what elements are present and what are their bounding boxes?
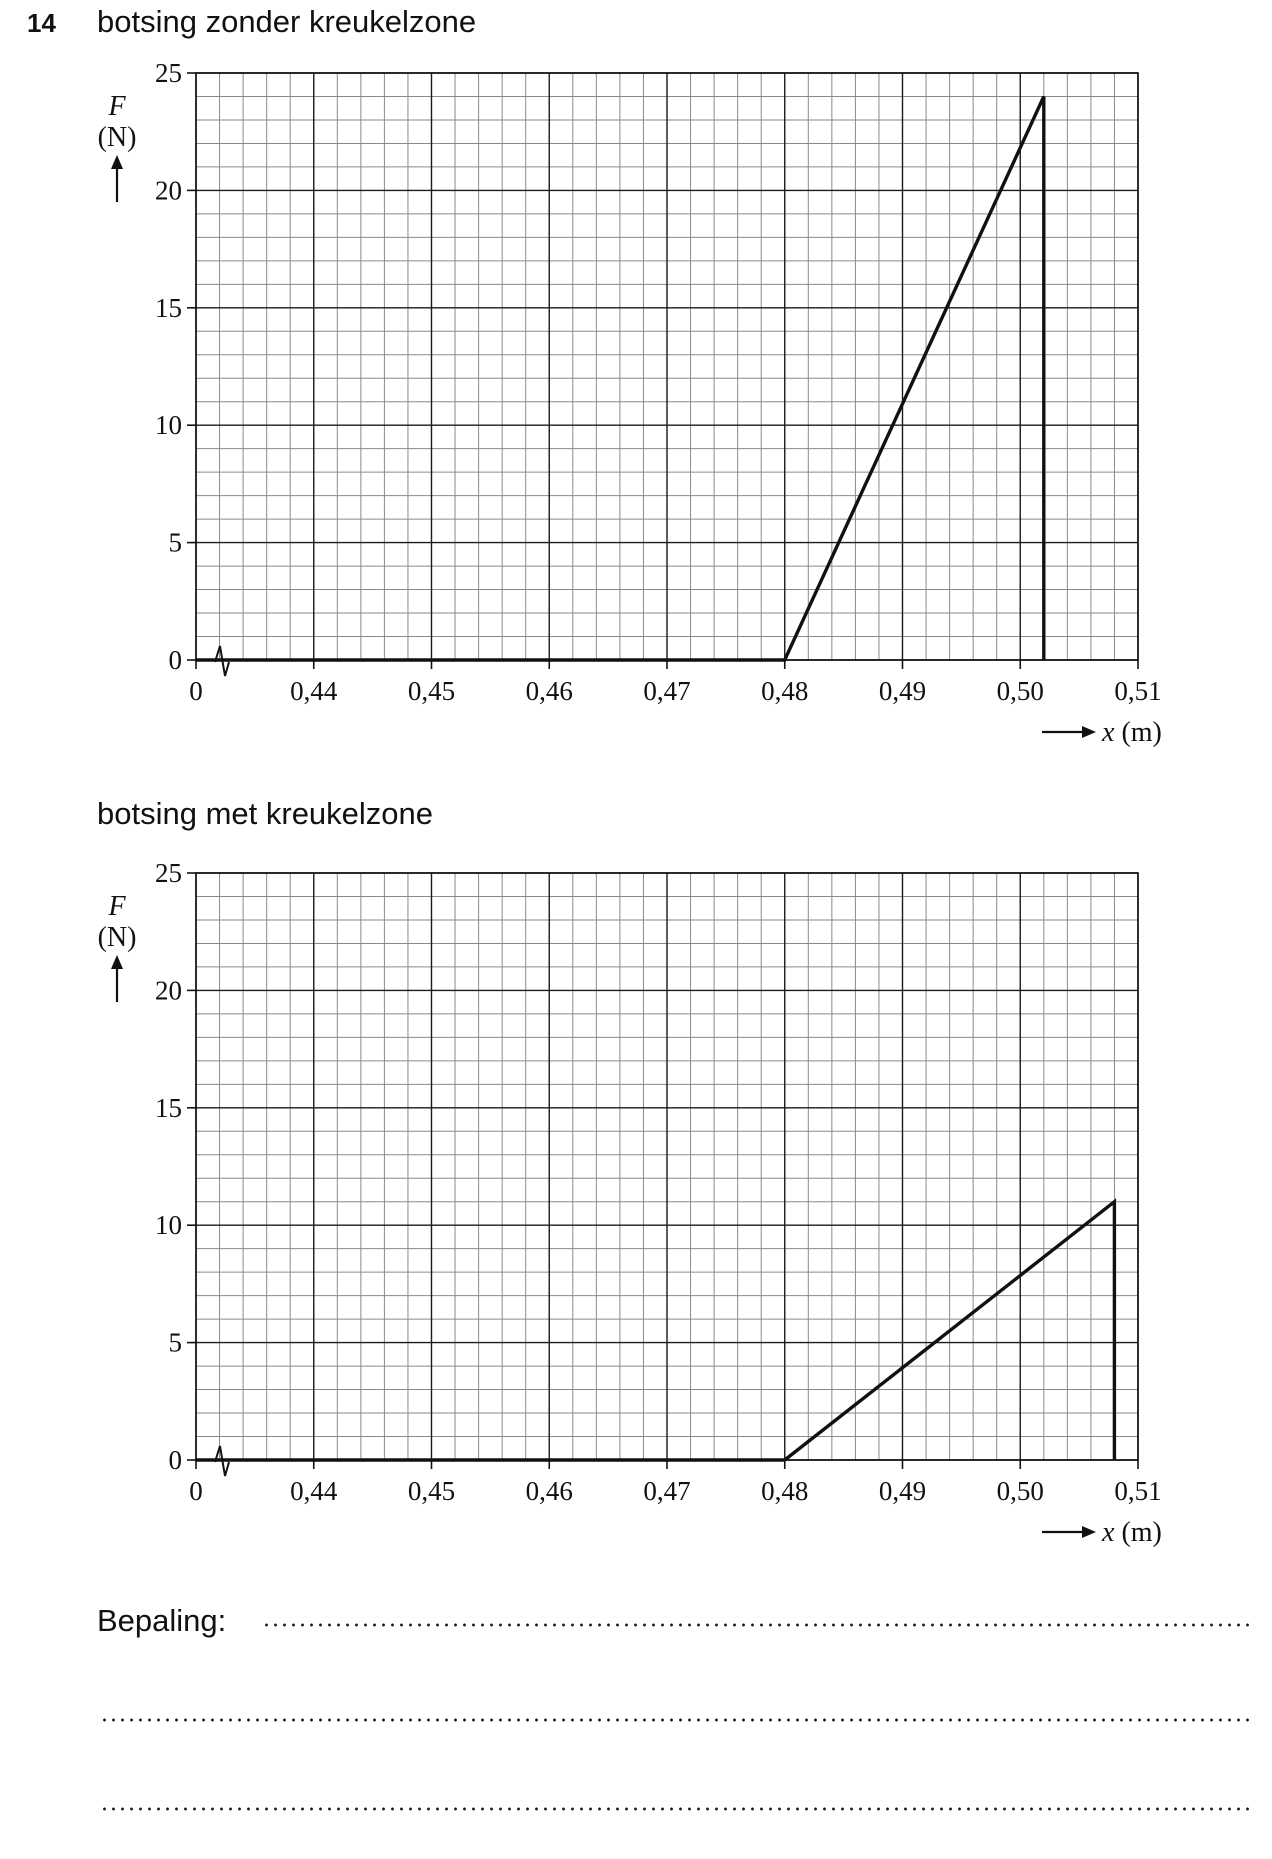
- answer-label: Bepaling:: [97, 1603, 227, 1638]
- answer-line-1[interactable]: [262, 1622, 1252, 1628]
- x-axis-arrow-head: [1082, 1526, 1096, 1538]
- y-tick-label: 5: [169, 1328, 183, 1358]
- x-tick-label: 0: [189, 1476, 203, 1506]
- y-axis-symbol: F: [107, 91, 126, 122]
- x-tick-label: 0,48: [761, 676, 808, 706]
- y-tick-label: 15: [155, 1093, 182, 1123]
- answer-line-2[interactable]: [100, 1717, 1252, 1723]
- chart-2-title: botsing met kreukelzone: [97, 796, 434, 831]
- x-tick-label: 0,51: [1114, 676, 1161, 706]
- y-tick-label: 25: [155, 58, 182, 88]
- x-tick-label: 0,49: [879, 1476, 926, 1506]
- y-tick-label: 20: [155, 975, 182, 1005]
- x-tick-label: 0,50: [997, 1476, 1044, 1506]
- y-tick-label: 0: [169, 645, 183, 675]
- y-tick-label: 10: [155, 1210, 182, 1240]
- chart-1: 0 0,44 0,45 0,46 0,47 0,48 0,49 0,50 0,51 0 5 10 15 2…: [0, 47, 1272, 787]
- y-axis-symbol: F: [107, 891, 126, 922]
- chart-2: 0 0,44 0,45 0,46 0,47 0,48 0,49 0,50 0,51 0 5 10 15 2…: [0, 847, 1272, 1587]
- x-tick-label: 0,46: [526, 1476, 573, 1506]
- x-tick-label: 0,49: [879, 676, 926, 706]
- x-tick-label: 0,45: [408, 1476, 455, 1506]
- chart-1-title: botsing zonder kreukelzone: [97, 4, 477, 39]
- y-tick-label: 15: [155, 293, 182, 323]
- x-tick-label: 0,44: [290, 676, 338, 706]
- x-tick-label: 0: [189, 676, 203, 706]
- question-number: 14: [27, 8, 56, 38]
- y-axis-arrow-head: [111, 955, 123, 969]
- y-tick-label: 0: [169, 1445, 183, 1475]
- x-tick-label: 0,47: [643, 1476, 690, 1506]
- x-tick-label: 0,50: [997, 676, 1044, 706]
- y-axis-unit: (N): [98, 922, 137, 953]
- series-line-0: [196, 1198, 1117, 1462]
- y-axis-arrow-head: [111, 155, 123, 169]
- y-tick-label: 25: [155, 858, 182, 888]
- x-axis-label: x (m): [1101, 1517, 1162, 1548]
- x-axis-label: x (m): [1101, 717, 1162, 748]
- y-axis-unit: (N): [98, 122, 137, 153]
- x-tick-label: 0,48: [761, 1476, 808, 1506]
- y-tick-label: 10: [155, 410, 182, 440]
- y-tick-label: 20: [155, 175, 182, 205]
- answer-line-3[interactable]: [100, 1806, 1252, 1812]
- y-tick-label: 5: [169, 528, 183, 558]
- x-tick-label: 0,47: [643, 676, 690, 706]
- axis-break-mark: [214, 645, 230, 677]
- axis-break-mark: [214, 1445, 230, 1477]
- series-line-0: [196, 95, 1046, 662]
- x-tick-label: 0,46: [526, 676, 573, 706]
- x-tick-label: 0,45: [408, 676, 455, 706]
- x-axis-arrow-head: [1082, 726, 1096, 738]
- x-tick-label: 0,51: [1114, 1476, 1161, 1506]
- x-tick-label: 0,44: [290, 1476, 338, 1506]
